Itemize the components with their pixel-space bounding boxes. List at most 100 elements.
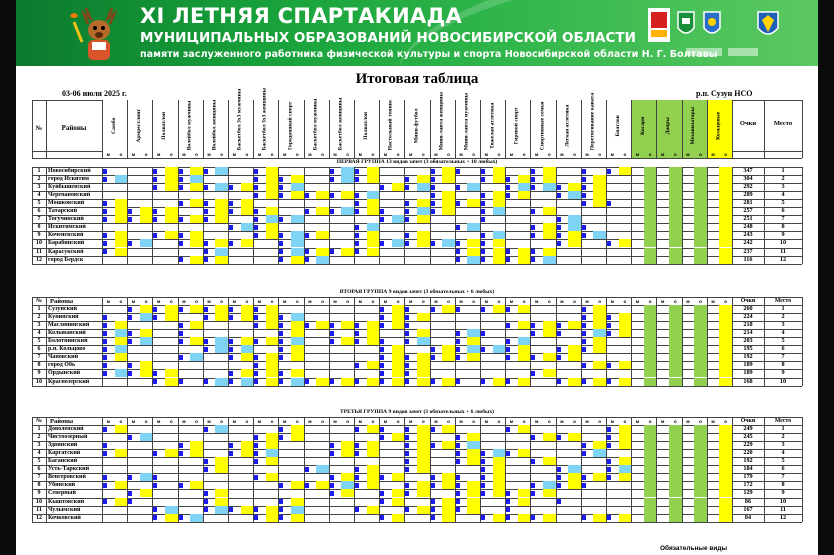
score-marker — [380, 314, 385, 320]
header-mo: м — [429, 151, 443, 158]
score-cell — [417, 465, 430, 474]
score-marker — [153, 474, 158, 480]
district-name: Купинский — [48, 314, 79, 321]
score-cell — [417, 377, 430, 386]
grid-line — [631, 167, 632, 264]
score-marker — [355, 482, 359, 488]
score-marker — [455, 338, 460, 344]
grid-line — [379, 297, 380, 386]
score-marker — [355, 338, 359, 344]
score-cell — [215, 489, 228, 498]
score-marker — [153, 314, 158, 320]
grid-line — [732, 417, 733, 522]
score-marker — [128, 370, 133, 376]
total-points: 224 — [743, 313, 753, 321]
score-marker — [355, 466, 359, 472]
score-marker — [279, 338, 284, 344]
score-marker — [229, 184, 233, 190]
total-points: 249 — [743, 425, 753, 433]
score-cell — [517, 191, 531, 200]
total-points: 245 — [743, 433, 753, 441]
score-cell — [442, 497, 455, 506]
score-cell — [543, 223, 556, 232]
score-marker — [481, 168, 485, 174]
score-cell — [139, 239, 153, 248]
score-marker — [405, 184, 410, 190]
score-marker — [103, 482, 107, 488]
score-cell — [366, 321, 380, 330]
score-marker — [355, 200, 359, 206]
score-marker — [455, 474, 460, 480]
score-cell — [467, 247, 480, 256]
mandatory-note: Обязательные виды — [660, 545, 728, 552]
score-marker — [506, 379, 511, 384]
district-name: Колыванский — [48, 330, 86, 337]
subheader-mo: м — [131, 298, 136, 304]
grid-line — [606, 297, 607, 386]
score-marker — [556, 354, 561, 360]
total-points: 242 — [743, 239, 753, 247]
score-marker — [430, 442, 435, 448]
header-mo: о — [543, 151, 556, 158]
score-marker — [531, 322, 536, 328]
score-marker — [254, 224, 259, 230]
score-cell — [316, 465, 329, 474]
grid-line — [555, 100, 557, 158]
score-marker — [430, 192, 435, 198]
score-cell — [719, 321, 732, 330]
score-cell — [643, 329, 657, 338]
score-cell — [341, 377, 354, 386]
score-marker — [405, 216, 410, 222]
score-marker — [581, 474, 586, 480]
score-cell — [417, 215, 430, 224]
subheader-mo: о — [724, 418, 728, 424]
score-cell — [265, 377, 279, 386]
score-marker — [103, 426, 107, 432]
score-marker — [178, 515, 183, 521]
score-marker — [455, 458, 460, 464]
score-cell — [215, 239, 228, 248]
score-cell — [240, 207, 254, 216]
total-points: 84 — [744, 513, 752, 521]
score-cell — [593, 183, 606, 192]
score-marker — [279, 249, 284, 254]
score-marker — [329, 379, 334, 384]
grid-line — [127, 417, 128, 522]
grid-line — [706, 417, 708, 522]
score-marker — [455, 257, 460, 263]
score-cell — [366, 247, 380, 256]
header-mo: о — [517, 151, 531, 158]
score-cell — [139, 313, 153, 322]
score-cell — [265, 305, 279, 314]
row-number: 5 — [37, 338, 41, 345]
score-marker — [607, 426, 611, 432]
score-marker — [455, 330, 460, 336]
score-marker — [355, 379, 359, 384]
score-marker — [506, 426, 511, 432]
score-marker — [254, 354, 259, 360]
score-cell — [417, 313, 430, 322]
score-cell — [341, 337, 354, 346]
score-cell — [190, 239, 203, 248]
banner-dedication: памяти заслуженного работника физической… — [140, 49, 718, 60]
grid-line — [505, 100, 506, 158]
score-cell — [694, 199, 707, 208]
score-cell — [265, 231, 279, 240]
score-marker — [556, 330, 561, 336]
header-mo: м — [152, 151, 165, 158]
subheader-place: Место — [774, 418, 792, 424]
score-cell — [467, 337, 480, 346]
score-cell — [492, 167, 506, 176]
score-cell — [139, 433, 153, 442]
score-cell — [190, 353, 203, 362]
row-number: 2 — [37, 176, 41, 183]
total-points: 129 — [743, 489, 753, 497]
grid-line — [32, 158, 802, 159]
score-marker — [103, 338, 107, 344]
score-marker — [128, 306, 133, 312]
score-cell — [694, 433, 707, 442]
score-marker — [355, 224, 359, 230]
score-cell — [291, 329, 304, 338]
score-cell — [643, 255, 657, 264]
district-name: Венгеровский — [48, 474, 86, 481]
